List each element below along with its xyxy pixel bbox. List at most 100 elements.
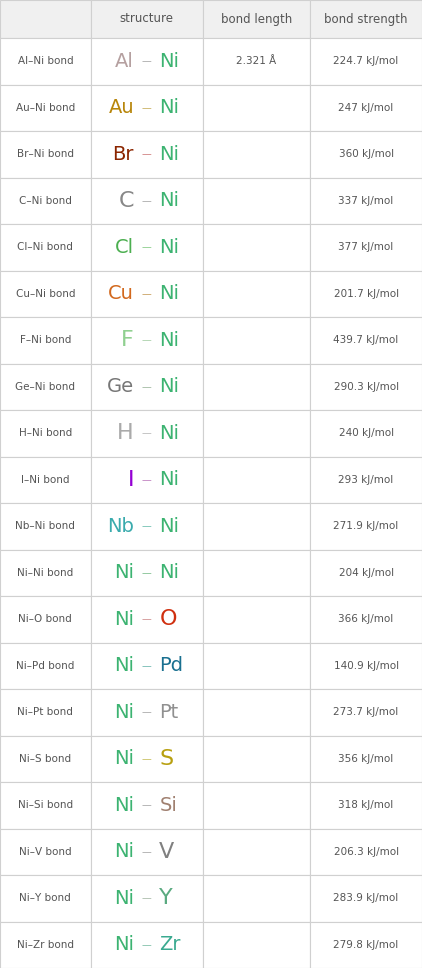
Text: —: — bbox=[142, 381, 151, 392]
Text: —: — bbox=[142, 940, 151, 950]
Text: Ni: Ni bbox=[114, 889, 134, 908]
Text: Ni–Y bond: Ni–Y bond bbox=[19, 893, 71, 903]
Bar bbox=[203, 875, 310, 922]
Bar bbox=[310, 317, 422, 364]
Bar bbox=[91, 550, 203, 596]
Bar bbox=[203, 224, 310, 270]
Bar bbox=[310, 38, 422, 84]
Text: —: — bbox=[142, 474, 151, 485]
Text: 377 kJ/mol: 377 kJ/mol bbox=[338, 242, 394, 253]
Text: Ni: Ni bbox=[114, 935, 134, 954]
Text: 240 kJ/mol: 240 kJ/mol bbox=[338, 428, 394, 439]
Bar bbox=[310, 224, 422, 270]
Bar bbox=[203, 550, 310, 596]
Bar bbox=[91, 131, 203, 177]
Text: Ni: Ni bbox=[114, 703, 134, 722]
Bar bbox=[310, 875, 422, 922]
Bar bbox=[91, 689, 203, 736]
Bar bbox=[203, 596, 310, 643]
Text: Ni: Ni bbox=[160, 470, 179, 489]
Text: —: — bbox=[142, 196, 151, 206]
Bar bbox=[0, 224, 91, 270]
Text: 271.9 kJ/mol: 271.9 kJ/mol bbox=[333, 521, 399, 531]
Bar bbox=[91, 364, 203, 410]
Bar bbox=[203, 84, 310, 131]
Text: Ni: Ni bbox=[160, 563, 179, 582]
Text: Ni–O bond: Ni–O bond bbox=[19, 615, 72, 624]
Text: Cu: Cu bbox=[108, 285, 134, 303]
Text: —: — bbox=[142, 893, 151, 903]
Text: O: O bbox=[160, 609, 177, 629]
Bar bbox=[0, 689, 91, 736]
Text: 439.7 kJ/mol: 439.7 kJ/mol bbox=[333, 335, 399, 346]
Text: 2.321 Å: 2.321 Å bbox=[236, 56, 276, 66]
Text: Ni: Ni bbox=[114, 656, 134, 676]
Text: Ni: Ni bbox=[160, 192, 179, 210]
Text: —: — bbox=[142, 615, 151, 624]
Bar bbox=[203, 782, 310, 829]
Text: 290.3 kJ/mol: 290.3 kJ/mol bbox=[333, 381, 399, 392]
Bar bbox=[310, 922, 422, 968]
Bar bbox=[310, 270, 422, 317]
Text: Ni: Ni bbox=[160, 331, 179, 349]
Bar bbox=[91, 922, 203, 968]
Text: —: — bbox=[142, 661, 151, 671]
Bar bbox=[310, 364, 422, 410]
Bar bbox=[310, 0, 422, 38]
Text: Ni–S bond: Ni–S bond bbox=[19, 754, 71, 764]
Bar bbox=[91, 317, 203, 364]
Text: —: — bbox=[142, 754, 151, 764]
Text: Zr: Zr bbox=[160, 935, 181, 954]
Text: Al–Ni bond: Al–Ni bond bbox=[18, 56, 73, 66]
Bar bbox=[91, 503, 203, 550]
Bar bbox=[310, 736, 422, 782]
Bar bbox=[0, 410, 91, 457]
Text: —: — bbox=[142, 801, 151, 810]
Text: Ni: Ni bbox=[160, 424, 179, 442]
Text: Au: Au bbox=[108, 98, 134, 117]
Bar bbox=[203, 410, 310, 457]
Text: Ni–V bond: Ni–V bond bbox=[19, 847, 72, 857]
Text: —: — bbox=[142, 708, 151, 717]
Text: —: — bbox=[142, 103, 151, 112]
Text: 356 kJ/mol: 356 kJ/mol bbox=[338, 754, 394, 764]
Bar bbox=[203, 317, 310, 364]
Bar bbox=[91, 643, 203, 689]
Bar bbox=[310, 410, 422, 457]
Text: 201.7 kJ/mol: 201.7 kJ/mol bbox=[333, 288, 399, 299]
Text: Pd: Pd bbox=[160, 656, 183, 676]
Bar bbox=[0, 364, 91, 410]
Text: Ge: Ge bbox=[107, 378, 134, 396]
Text: 337 kJ/mol: 337 kJ/mol bbox=[338, 196, 394, 206]
Text: I: I bbox=[127, 469, 134, 490]
Text: S: S bbox=[160, 749, 173, 769]
Bar bbox=[203, 270, 310, 317]
Text: V: V bbox=[160, 842, 175, 862]
Text: Ni: Ni bbox=[160, 285, 179, 303]
Bar bbox=[91, 782, 203, 829]
Text: 206.3 kJ/mol: 206.3 kJ/mol bbox=[333, 847, 399, 857]
Bar bbox=[91, 410, 203, 457]
Text: —: — bbox=[142, 568, 151, 578]
Bar bbox=[0, 131, 91, 177]
Text: 318 kJ/mol: 318 kJ/mol bbox=[338, 801, 394, 810]
Bar bbox=[310, 689, 422, 736]
Bar bbox=[91, 224, 203, 270]
Text: Ni: Ni bbox=[114, 610, 134, 629]
Text: 140.9 kJ/mol: 140.9 kJ/mol bbox=[333, 661, 399, 671]
Bar bbox=[310, 457, 422, 503]
Text: 204 kJ/mol: 204 kJ/mol bbox=[338, 568, 394, 578]
Bar bbox=[0, 38, 91, 84]
Bar bbox=[91, 38, 203, 84]
Text: 293 kJ/mol: 293 kJ/mol bbox=[338, 474, 394, 485]
Text: 279.8 kJ/mol: 279.8 kJ/mol bbox=[333, 940, 399, 950]
Text: 283.9 kJ/mol: 283.9 kJ/mol bbox=[333, 893, 399, 903]
Bar bbox=[203, 829, 310, 875]
Text: Au–Ni bond: Au–Ni bond bbox=[16, 103, 75, 112]
Bar bbox=[0, 0, 91, 38]
Bar bbox=[203, 689, 310, 736]
Text: Ni: Ni bbox=[160, 145, 179, 164]
Text: —: — bbox=[142, 56, 151, 66]
Text: Cl: Cl bbox=[115, 238, 134, 257]
Bar bbox=[0, 596, 91, 643]
